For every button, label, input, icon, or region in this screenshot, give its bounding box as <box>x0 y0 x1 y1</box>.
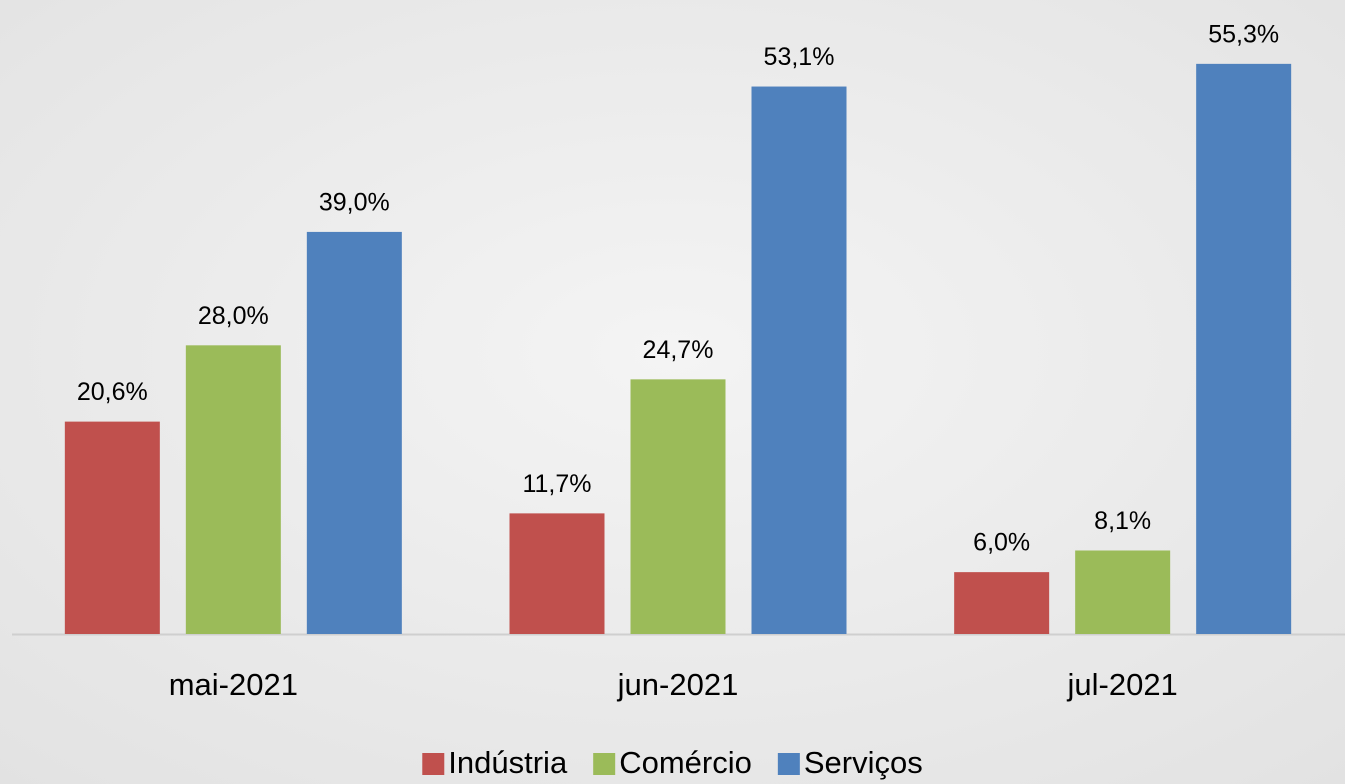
value-label: 8,1% <box>1094 507 1151 535</box>
x-tick-label: mai-2021 <box>169 667 298 702</box>
bar <box>306 231 402 634</box>
legend-swatch <box>593 753 616 775</box>
bar <box>1196 63 1292 635</box>
value-label: 53,1% <box>764 43 835 71</box>
bar <box>64 421 160 634</box>
legend-label: Comércio <box>619 745 752 780</box>
x-tick-label: jun-2021 <box>617 667 739 702</box>
value-label: 11,7% <box>522 470 591 498</box>
bar <box>509 513 605 634</box>
x-tick-label: jul-2021 <box>1067 667 1178 702</box>
legend-label: Serviços <box>804 745 923 780</box>
value-label: 24,7% <box>643 336 714 364</box>
bar <box>185 345 281 634</box>
bar <box>751 86 847 634</box>
bar <box>630 379 726 634</box>
bar <box>954 572 1050 634</box>
value-label: 55,3% <box>1208 20 1279 48</box>
legend-swatch <box>422 753 445 775</box>
value-label: 6,0% <box>973 529 1030 557</box>
value-label: 39,0% <box>319 189 390 217</box>
bar <box>1075 550 1171 634</box>
value-label: 20,6% <box>77 378 148 406</box>
legend-label: Indústria <box>448 745 568 780</box>
value-label: 28,0% <box>198 302 269 330</box>
legend-swatch <box>777 753 800 775</box>
